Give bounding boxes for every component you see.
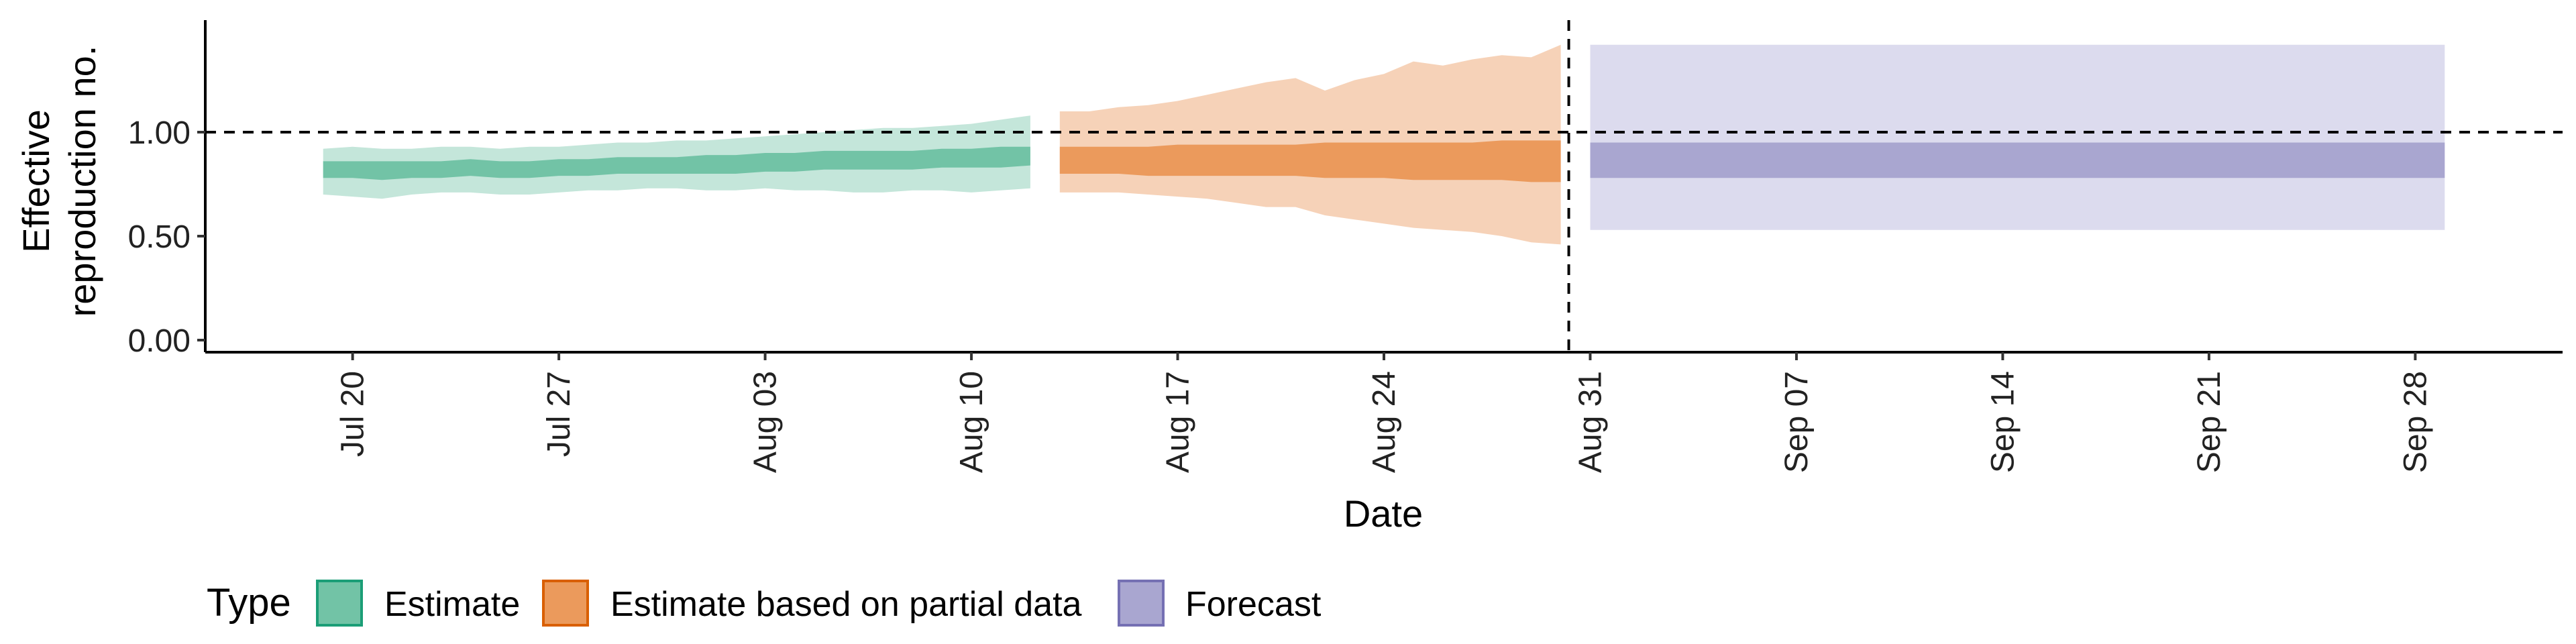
y-axis-ticks: 0.00 0.50 1.00 bbox=[128, 115, 205, 359]
y-tick-label: 1.00 bbox=[128, 115, 191, 151]
x-tick-label: Aug 31 bbox=[1573, 371, 1609, 473]
legend: Type Estimate Estimate based on partial … bbox=[207, 580, 1322, 627]
legend-swatch-estimate bbox=[316, 580, 363, 627]
series-forecast-outer-band bbox=[1590, 44, 2445, 230]
x-tick-label: Sep 14 bbox=[1985, 371, 2021, 473]
series-estimate-inner-band bbox=[323, 146, 1030, 180]
x-tick-label: Aug 10 bbox=[954, 371, 989, 473]
y-tick-label: 0.00 bbox=[128, 323, 191, 359]
legend-entry-partial: Estimate based on partial data bbox=[542, 580, 1082, 627]
legend-label-forecast: Forecast bbox=[1185, 585, 1322, 624]
legend-swatch-forecast bbox=[1118, 580, 1165, 627]
x-tick-label: Sep 28 bbox=[2398, 371, 2433, 473]
x-tick-label: Jul 20 bbox=[335, 371, 371, 457]
legend-label-partial: Estimate based on partial data bbox=[610, 585, 1082, 624]
legend-swatch-partial bbox=[542, 580, 589, 627]
x-tick-label: Sep 07 bbox=[1779, 371, 1815, 473]
series-forecast bbox=[1590, 44, 2445, 230]
legend-entry-forecast: Forecast bbox=[1118, 580, 1322, 627]
x-tick-label: Jul 27 bbox=[541, 371, 577, 457]
series-estimate-based-on-partial-data bbox=[1059, 44, 1561, 245]
y-axis-title-line-2: reproduction no. bbox=[61, 46, 103, 317]
x-tick-label: Aug 17 bbox=[1161, 371, 1196, 473]
plot-area: 0.00 0.50 1.00 Jul 20 Jul 27 Aug 03 Aug 10 Aug… bbox=[128, 20, 2563, 473]
y-axis-title-line-1: Effective bbox=[15, 109, 57, 253]
legend-title: Type bbox=[207, 581, 291, 625]
x-tick-label: Aug 24 bbox=[1366, 371, 1402, 473]
series-estimate-based-on-partial-data-inner-band bbox=[1059, 140, 1561, 182]
legend-label-estimate: Estimate bbox=[384, 585, 520, 624]
x-tick-label: Sep 21 bbox=[2192, 371, 2227, 473]
series-estimate bbox=[323, 115, 1030, 199]
series-layer bbox=[323, 44, 2445, 245]
x-axis-title: Date bbox=[1344, 492, 1423, 535]
y-tick-label: 0.50 bbox=[128, 219, 191, 255]
x-tick-label: Aug 03 bbox=[748, 371, 784, 473]
legend-entry-estimate: Estimate bbox=[316, 580, 520, 627]
series-forecast-inner-band bbox=[1590, 142, 2445, 178]
x-axis-ticks: Jul 20 Jul 27 Aug 03 Aug 10 Aug 17 Aug 24 Aug … bbox=[335, 352, 2433, 473]
